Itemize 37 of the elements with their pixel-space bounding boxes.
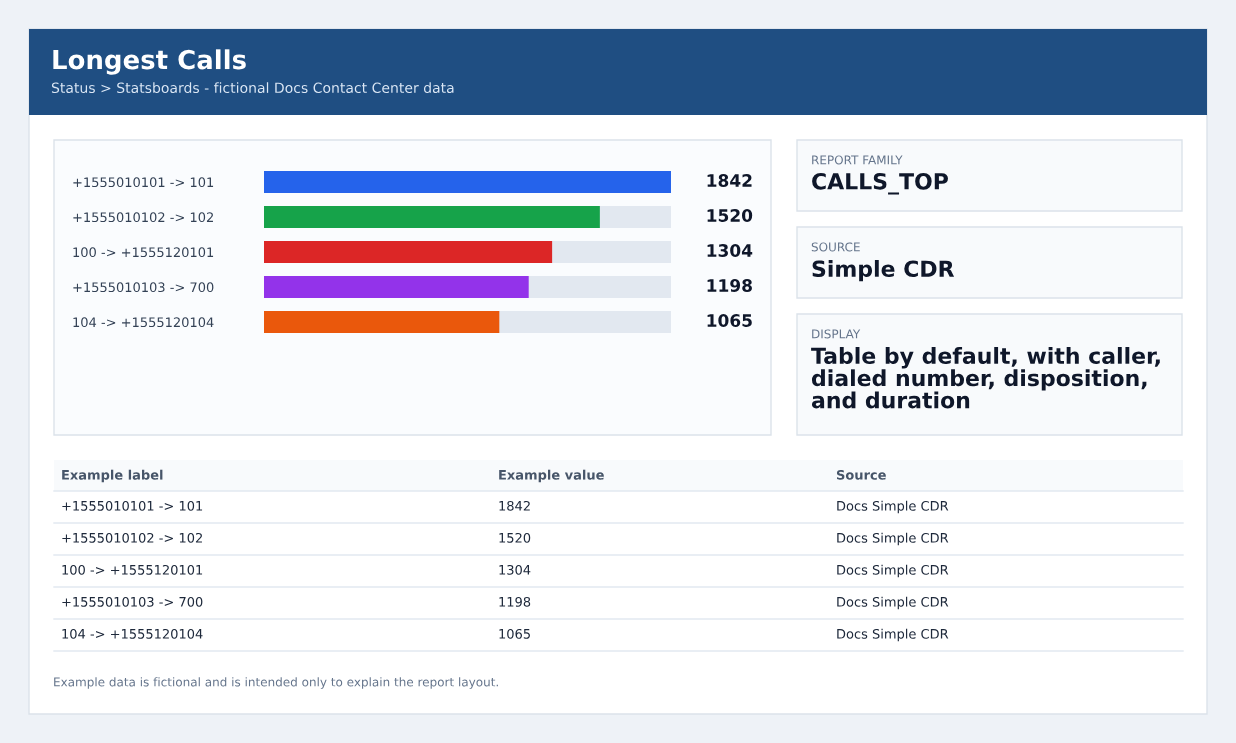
y-tick-label: 100 -> +1555120101: [73, 247, 214, 258]
text: REPORT FAMILY: [812, 155, 903, 165]
text: Docs Simple CDR: [837, 532, 949, 546]
text: 1842: [499, 500, 530, 511]
text: Docs Simple CDR: [837, 500, 949, 514]
data-label: 1065: [707, 314, 752, 327]
text: 1198: [499, 596, 531, 607]
data-label: 1520: [707, 209, 753, 222]
y-tick-label: +1555010103 -> 700: [73, 282, 214, 293]
text: 1304: [499, 564, 531, 575]
chart-title: Longest Calls: [53, 49, 246, 75]
text: 1065: [499, 628, 530, 639]
y-tick-label: +1555010102 -> 102: [73, 212, 213, 223]
data-label: 1198: [707, 279, 752, 292]
data-label: 1304: [707, 244, 753, 257]
text: CALLS_TOP: [812, 173, 948, 195]
text: Table by default, with caller, dialed number, disposition, and duration: [811, 347, 1160, 409]
text: Example label: [62, 469, 163, 483]
data-label: 1842: [707, 174, 752, 187]
category-label: 100 -> +1555120101: [62, 564, 203, 575]
category-label: 104 -> +1555120104: [62, 628, 203, 639]
text: Simple CDR: [812, 260, 955, 282]
category-label: +1555010102 -> 102: [62, 532, 202, 543]
text: Docs Simple CDR: [837, 628, 949, 642]
text: SOURCE: [811, 242, 860, 252]
text: Docs Simple CDR: [837, 564, 949, 578]
text: DISPLAY: [812, 329, 861, 339]
category-label: +1555010103 -> 700: [62, 596, 203, 607]
text: Example value: [499, 469, 604, 483]
y-tick-label: +1555010101 -> 101: [73, 177, 214, 188]
text: 1520: [499, 532, 531, 543]
text: Docs Simple CDR: [837, 596, 949, 610]
y-tick-label: 104 -> +1555120104: [73, 317, 214, 328]
category-label: +1555010101 -> 101: [62, 500, 203, 511]
text: Source: [836, 469, 886, 480]
text: Example data is fictional and is intended only to explain the report layout.: [54, 677, 498, 689]
chart-subtitle: Status > Statsboards - fictional Docs Contact Center data: [51, 82, 454, 94]
